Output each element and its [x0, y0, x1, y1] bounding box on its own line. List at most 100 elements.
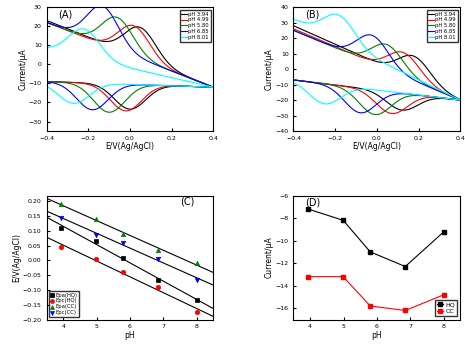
Y-axis label: Current/μA: Current/μA: [18, 48, 27, 90]
pH 4.99: [174, 70, 179, 74]
pH 4.99: [405, 53, 411, 58]
Y-axis label: Current/μA: Current/μA: [265, 237, 274, 278]
Epa(CC): [120, 231, 127, 237]
pH 3.94: [44, 18, 49, 23]
CC: [306, 274, 311, 279]
Epc(HQ): [120, 269, 127, 275]
Line: pH 8.01: pH 8.01: [293, 14, 460, 100]
pH 4.99: [111, 33, 117, 37]
Line: pH 4.99: pH 4.99: [46, 22, 213, 87]
pH 8.01: [458, 98, 463, 102]
Line: pH 3.94: pH 3.94: [46, 21, 213, 87]
Epa(CC): [93, 216, 100, 222]
Line: pH 5.80: pH 5.80: [46, 17, 213, 87]
pH 5.80: [405, 66, 411, 70]
CC: [340, 274, 346, 279]
pH 4.99: [158, 58, 164, 62]
pH 8.01: [174, 77, 179, 81]
Line: CC: CC: [306, 274, 446, 312]
pH 6.85: [159, 65, 164, 69]
pH 4.99: [424, 75, 429, 80]
Text: (C): (C): [180, 196, 194, 206]
Legend: HQ, CC: HQ, CC: [435, 300, 457, 316]
pH 3.94: [364, 56, 370, 60]
pH 6.85: [405, 74, 411, 78]
pH 8.01: [159, 73, 164, 77]
pH 6.85: [44, 20, 49, 24]
Line: pH 6.85: pH 6.85: [46, 6, 213, 87]
pH 3.94: [117, 35, 123, 39]
Epa(HQ): [58, 225, 65, 231]
HQ: [367, 250, 373, 254]
Epc(CC): [154, 256, 162, 262]
Line: pH 4.99: pH 4.99: [293, 29, 460, 100]
X-axis label: E/V(Ag/AgCl): E/V(Ag/AgCl): [352, 142, 401, 151]
pH 4.99: [308, 34, 313, 38]
pH 3.94: [174, 68, 179, 72]
pH 5.80: [308, 36, 313, 40]
HQ: [306, 207, 311, 211]
pH 6.85: [424, 84, 429, 88]
pH 6.85: [364, 33, 370, 37]
Legend: Epa(HQ), Epc(HQ), Epa(CC), Epc(CC): Epa(HQ), Epc(HQ), Epa(CC), Epc(CC): [49, 291, 79, 317]
pH 8.01: [177, 77, 183, 82]
Line: pH 8.01: pH 8.01: [46, 29, 213, 87]
pH 4.99: [358, 55, 364, 59]
pH 3.94: [291, 23, 296, 28]
Legend: pH 3.94, pH 4.99, pH 5.80, pH 6.85, pH 8.01: pH 3.94, pH 4.99, pH 5.80, pH 6.85, pH 8…: [179, 10, 211, 42]
pH 6.85: [117, 28, 123, 33]
pH 8.01: [308, 21, 313, 25]
CC: [403, 308, 408, 313]
pH 5.80: [44, 20, 49, 24]
pH 6.85: [308, 36, 313, 40]
pH 4.99: [61, 27, 66, 31]
pH 3.94: [158, 51, 164, 56]
pH 3.94: [61, 25, 66, 29]
Epa(HQ): [93, 239, 100, 244]
pH 6.85: [174, 71, 179, 75]
Line: HQ: HQ: [306, 207, 446, 269]
pH 3.94: [421, 62, 426, 66]
pH 3.94: [111, 38, 117, 42]
pH 8.01: [111, 58, 117, 62]
HQ: [403, 264, 408, 269]
pH 4.99: [117, 28, 123, 33]
pH 4.99: [458, 98, 463, 102]
pH 8.01: [117, 62, 123, 66]
Epa(CC): [58, 202, 65, 207]
pH 5.80: [174, 71, 179, 75]
pH 8.01: [291, 17, 296, 21]
pH 3.94: [308, 31, 313, 36]
pH 8.01: [421, 80, 426, 84]
Epc(CC): [93, 233, 100, 238]
pH 3.94: [211, 85, 216, 89]
pH 5.80: [117, 17, 123, 21]
pH 8.01: [44, 45, 49, 50]
pH 4.99: [211, 85, 216, 89]
pH 8.01: [405, 73, 411, 77]
pH 6.85: [111, 17, 117, 21]
X-axis label: pH: pH: [372, 331, 382, 340]
pH 5.80: [159, 64, 164, 69]
pH 6.85: [421, 82, 426, 87]
Epa(CC): [154, 247, 162, 253]
pH 8.01: [424, 82, 430, 86]
pH 5.80: [211, 85, 216, 89]
Text: (A): (A): [58, 9, 73, 19]
CC: [367, 304, 373, 308]
pH 8.01: [359, 40, 364, 44]
CC: [441, 293, 447, 297]
Epc(HQ): [193, 309, 201, 315]
Epa(CC): [193, 261, 201, 266]
pH 4.99: [44, 20, 49, 24]
pH 5.80: [177, 72, 183, 76]
Text: (B): (B): [305, 9, 319, 19]
Epc(HQ): [93, 256, 100, 262]
Line: pH 3.94: pH 3.94: [293, 26, 460, 100]
Epc(CC): [120, 240, 127, 246]
Y-axis label: Current/μA: Current/μA: [265, 48, 274, 90]
Epc(HQ): [58, 244, 65, 250]
Epc(CC): [58, 215, 65, 220]
Epa(HQ): [120, 255, 127, 260]
pH 3.94: [405, 53, 411, 58]
